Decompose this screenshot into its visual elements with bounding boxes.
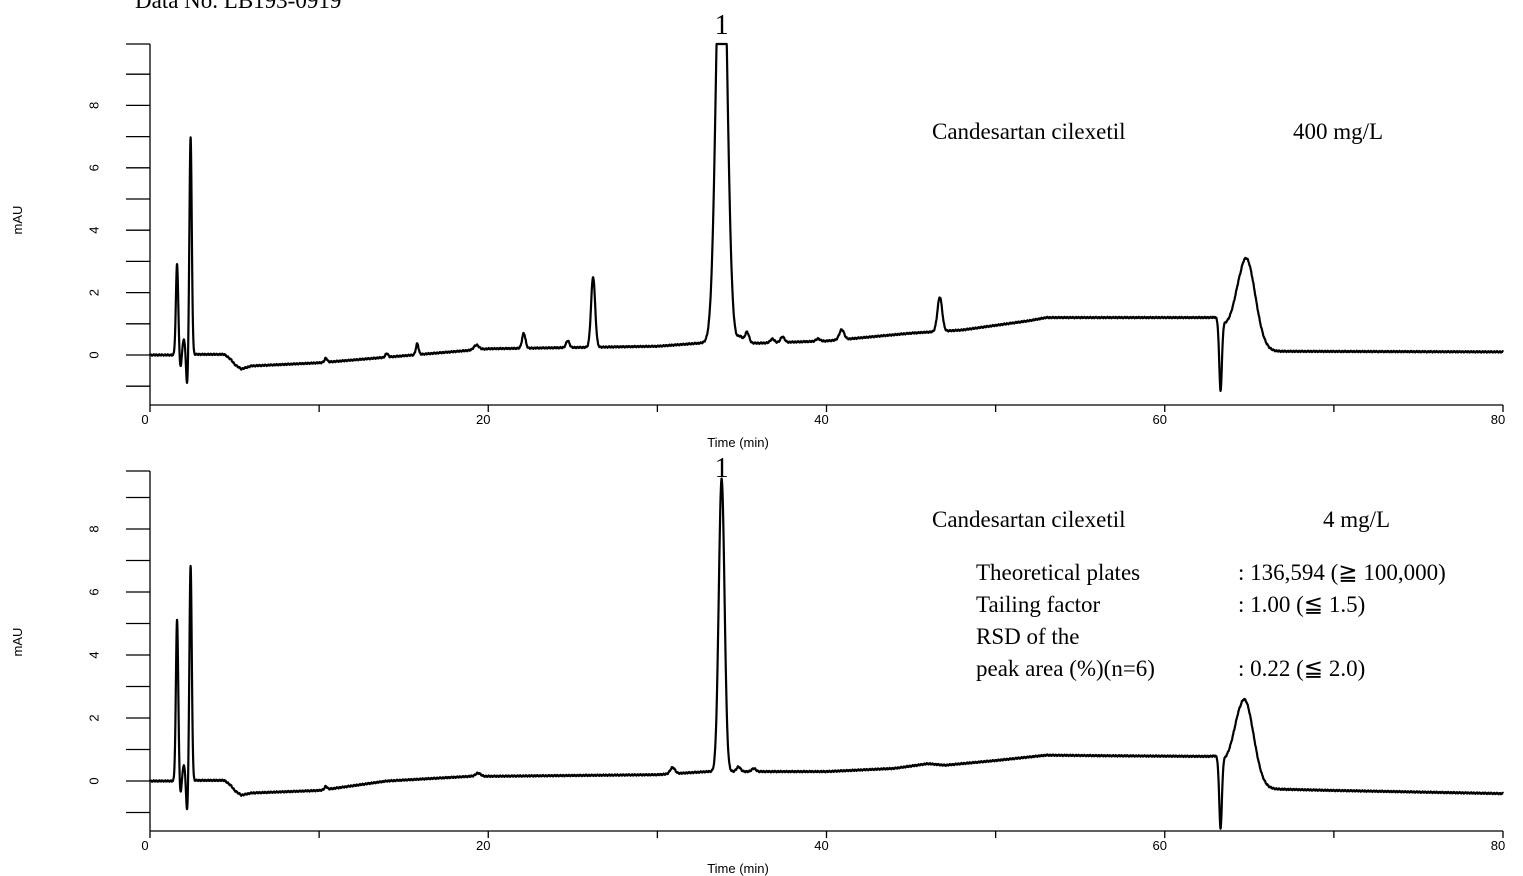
- x-tick-label: 60: [1153, 838, 1167, 853]
- sample-name: Candesartan cilexetil: [932, 507, 1126, 532]
- chromatogram-trace: [148, 42, 1504, 393]
- y-tick-label: 2: [87, 714, 102, 721]
- y-tick-label: 6: [87, 588, 102, 595]
- y-tick-label: 4: [87, 227, 102, 234]
- y-tick-label: 0: [87, 777, 102, 784]
- x-tick-label: 80: [1491, 838, 1505, 853]
- suitability-value: : 1.00 (≦ 1.5): [1238, 592, 1365, 617]
- y-tick-label: 6: [87, 164, 102, 171]
- suitability-label: Tailing factor: [976, 592, 1101, 617]
- x-tick-label: 40: [814, 412, 828, 427]
- x-tick-label: 40: [814, 838, 828, 853]
- chromatogram-trace: [148, 477, 1505, 830]
- x-tick-label: 20: [476, 838, 490, 853]
- x-tick-label: 80: [1491, 412, 1505, 427]
- suitability-value: : 0.22 (≦ 2.0): [1238, 656, 1365, 681]
- suitability-value: : 136,594 (≧ 100,000): [1238, 560, 1446, 585]
- peak-number-label: 1: [715, 10, 729, 41]
- y-tick-label: 0: [87, 351, 102, 358]
- data-number: Data No. LB193-0919: [135, 0, 341, 13]
- y-axis-title: mAU: [10, 206, 25, 235]
- sample-name: Candesartan cilexetil: [932, 119, 1126, 144]
- suitability-label: peak area (%)(n=6): [976, 656, 1155, 681]
- system-suitability-table: Theoretical plates : 136,594 (≧ 100,000)…: [976, 560, 1446, 681]
- y-tick-label: 8: [87, 525, 102, 532]
- sample-concentration: 4 mg/L: [1323, 507, 1390, 532]
- suitability-label: RSD of the: [976, 624, 1080, 649]
- peak-number-label: 1: [715, 453, 729, 484]
- x-tick-label: 60: [1153, 412, 1167, 427]
- y-tick-label: 8: [87, 102, 102, 109]
- x-axis-title: Time (min): [707, 861, 769, 876]
- suitability-label: Theoretical plates: [976, 560, 1140, 585]
- sample-concentration: 400 mg/L: [1293, 119, 1383, 144]
- x-tick-label: 0: [141, 838, 148, 853]
- y-tick-label: 4: [87, 651, 102, 658]
- x-axis-title: Time (min): [707, 435, 769, 450]
- x-tick-label: 20: [476, 412, 490, 427]
- y-tick-label: 2: [87, 289, 102, 296]
- x-tick-label: 0: [141, 412, 148, 427]
- y-axis-title: mAU: [10, 628, 25, 657]
